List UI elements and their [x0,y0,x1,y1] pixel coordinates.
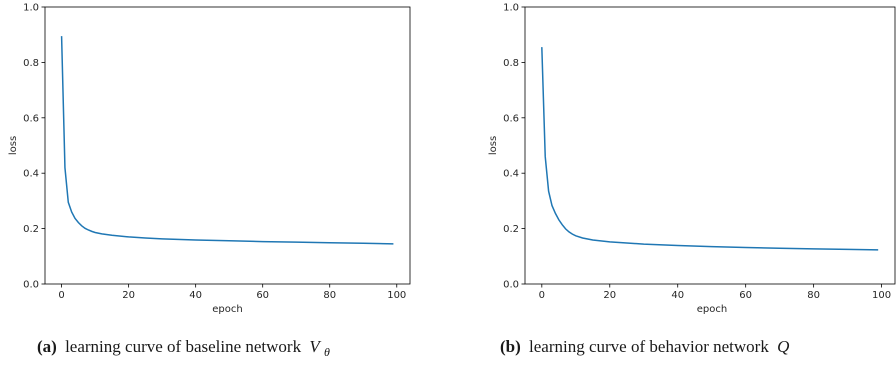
caption-a-symbol: V [309,337,322,356]
caption-b-text: learning curve of behavior network [529,337,769,356]
x-tick-label: 40 [189,290,202,301]
y-axis-ticks: 0.0 0.2 0.4 0.6 0.8 1.0 [503,3,525,291]
caption-b: (b) learning curve of behavior network Q [500,337,789,356]
caption-a-text: learning curve of baseline network [65,337,302,356]
x-axis-ticks: 0 20 40 60 80 100 [539,284,891,301]
y-axis-ticks: 0.0 0.2 0.4 0.6 0.8 1.0 [23,3,45,291]
x-tick-label: 40 [671,290,684,301]
plot-frame [524,6,896,285]
x-tick-label: 80 [323,290,336,301]
y-tick-label: 0.8 [503,58,519,69]
x-tick-label: 0 [58,290,64,301]
y-tick-label: 0.4 [23,169,39,180]
x-tick-label: 20 [122,290,135,301]
x-tick-label: 100 [387,290,406,301]
y-axis-label: loss [488,136,499,155]
x-tick-label: 0 [539,290,545,301]
y-tick-label: 0.0 [503,280,519,291]
caption-a-label: (a) [37,337,57,356]
x-tick-label: 60 [256,290,269,301]
plot-frame [44,6,411,285]
x-tick-label: 20 [603,290,616,301]
x-axis-label: epoch [212,304,242,315]
y-tick-label: 0.0 [23,280,39,291]
x-axis-ticks: 0 20 40 60 80 100 [58,284,406,301]
caption-b-label: (b) [500,337,521,356]
y-axis-label: loss [8,136,19,155]
caption-a-subscript: θ [324,345,330,359]
x-tick-label: 60 [739,290,752,301]
y-tick-label: 0.2 [503,224,519,235]
caption-b-symbol: Q [777,337,789,356]
loss-curve-line [60,36,394,245]
y-tick-label: 0.6 [23,113,39,124]
x-tick-label: 80 [807,290,820,301]
chart-panel-b: 0 20 40 60 80 100 0.0 0.2 0.4 0.6 0.8 1.0 epoch lo… [488,3,896,356]
loss-curve-line [541,47,879,251]
y-tick-label: 0.8 [23,58,39,69]
y-tick-label: 1.0 [503,3,519,14]
caption-a: (a) learning curve of baseline network V… [37,337,330,359]
x-axis-label: epoch [697,304,727,315]
y-tick-label: 0.6 [503,113,519,124]
x-tick-label: 100 [872,290,891,301]
y-tick-label: 1.0 [23,3,39,14]
y-tick-label: 0.4 [503,169,519,180]
chart-panel-a: 0 20 40 60 80 100 0.0 0.2 0.4 0.6 0.8 1.0 epoch lo… [8,3,411,359]
y-tick-label: 0.2 [23,224,39,235]
